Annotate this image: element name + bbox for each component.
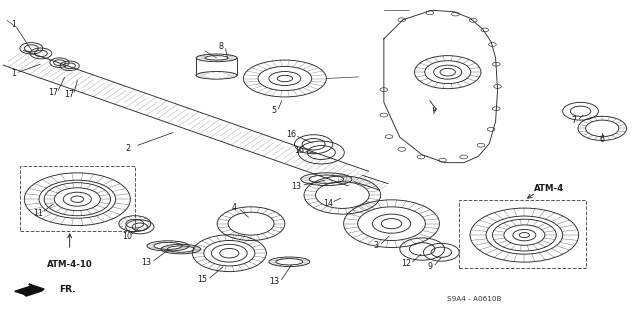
Text: 7: 7 <box>572 116 577 125</box>
Text: 16: 16 <box>294 146 305 155</box>
Text: ATM-4-10: ATM-4-10 <box>47 260 93 270</box>
Text: 15: 15 <box>196 275 207 284</box>
Text: 8: 8 <box>218 42 223 51</box>
Text: 1: 1 <box>11 69 16 78</box>
Text: 3: 3 <box>374 241 379 250</box>
Text: 17: 17 <box>65 90 75 99</box>
Text: 12: 12 <box>401 259 412 268</box>
Text: 2: 2 <box>126 144 131 153</box>
Text: 14: 14 <box>323 199 333 208</box>
Text: 1: 1 <box>11 20 16 29</box>
Text: 16: 16 <box>286 130 296 139</box>
Text: 10: 10 <box>122 232 132 241</box>
Text: 13: 13 <box>141 258 151 267</box>
Text: 6: 6 <box>600 135 605 144</box>
Text: 17: 17 <box>48 88 58 97</box>
Text: S9A4 - A0610B: S9A4 - A0610B <box>447 296 502 301</box>
Text: ATM-4: ATM-4 <box>534 184 564 193</box>
Polygon shape <box>15 284 44 296</box>
Text: FR.: FR. <box>60 285 76 293</box>
Text: 9: 9 <box>428 262 433 271</box>
Text: 5: 5 <box>271 106 276 115</box>
Text: 11: 11 <box>33 209 43 218</box>
Text: 13: 13 <box>269 277 279 286</box>
Text: 4: 4 <box>231 203 236 212</box>
Text: 13: 13 <box>291 182 301 191</box>
